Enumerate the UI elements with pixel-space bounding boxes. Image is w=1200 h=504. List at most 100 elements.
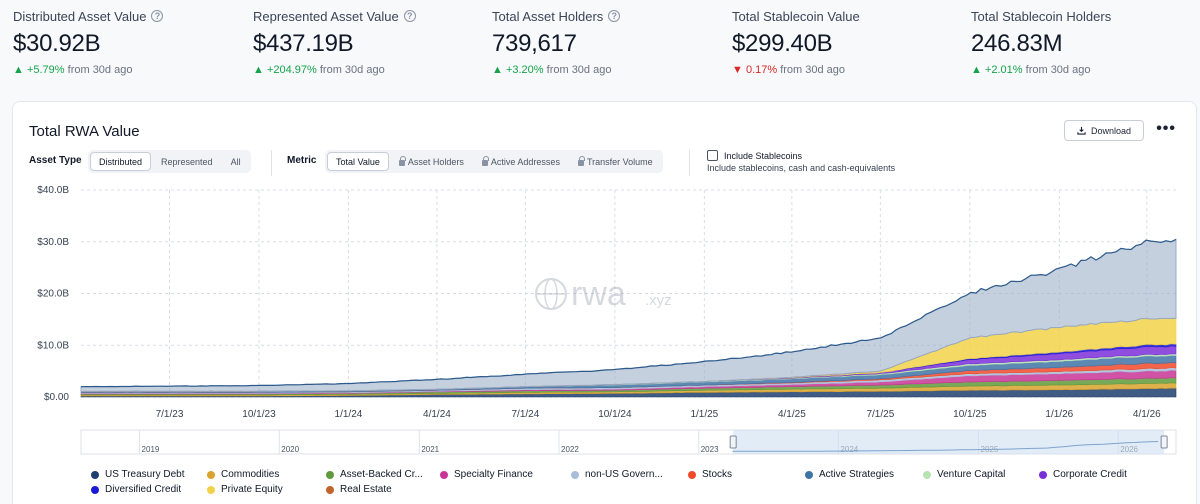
metric-option-label: Active Addresses — [490, 156, 560, 167]
kpi-delta-value: +204.97% — [266, 64, 317, 76]
download-label: Download — [1090, 125, 1132, 136]
asset-type-option[interactable]: All — [223, 152, 249, 171]
navigator-handle[interactable] — [1160, 435, 1168, 449]
x-tick-label: 1/1/26 — [1045, 409, 1073, 420]
navigator-line — [732, 441, 1159, 452]
legend-swatch — [91, 470, 99, 479]
stablecoins-label: Include Stablecoins — [724, 150, 803, 161]
x-tick-label: 7/1/23 — [156, 409, 184, 420]
legend-swatch — [207, 470, 215, 479]
legend-label: US Treasury Debt — [105, 469, 185, 480]
info-icon[interactable]: ? — [151, 10, 164, 22]
kpi-delta: ▲ +5.79% from 30d ago — [13, 64, 243, 78]
legend-item[interactable]: Commodities — [207, 469, 279, 480]
navigator-year-label: 2020 — [281, 445, 299, 454]
kpi-card: Distributed Asset Value? $30.92B ▲ +5.79% … — [13, 8, 243, 78]
kpi-delta-suffix: from 30d ago — [316, 64, 385, 76]
x-tick-label: 4/1/26 — [1133, 409, 1161, 420]
kpi-delta-value: +5.79% — [26, 64, 65, 76]
legend-label: Venture Capital — [937, 469, 1006, 480]
legend-label: Corporate Credit — [1053, 469, 1127, 480]
metric-toggle: Total Value Asset Holders Active Addresses… — [325, 150, 663, 173]
kpi-value: 739,617 — [492, 30, 577, 57]
kpi-delta-suffix: from 30d ago — [64, 64, 133, 76]
y-tick-label: $30.0B — [37, 237, 69, 248]
download-button[interactable]: Download — [1064, 120, 1144, 141]
asset-type-option[interactable]: Represented — [153, 152, 221, 171]
legend-item[interactable]: Asset-Backed Cr... — [326, 469, 423, 480]
legend-item[interactable]: Venture Capital — [923, 469, 1005, 480]
kpi-delta: ▼ 0.17% from 30d ago — [732, 64, 962, 78]
stablecoins-checkbox[interactable] — [707, 150, 718, 161]
metric-option[interactable]: Active Addresses — [474, 152, 568, 171]
legend-item[interactable]: US Treasury Debt — [91, 469, 184, 480]
legend-label: Diversified Credit — [105, 484, 182, 495]
stablecoins-description: Include stablecoins, cash and cash-equiv… — [707, 163, 896, 173]
kpi-value: $30.92B — [13, 30, 101, 57]
lock-icon — [398, 155, 406, 166]
navigator-year-label: 2019 — [142, 445, 160, 454]
x-tick-label: 1/1/24 — [335, 409, 363, 420]
legend-item[interactable]: Real Estate — [326, 484, 392, 495]
legend-swatch — [923, 470, 931, 479]
legend-item[interactable]: Specialty Finance — [440, 469, 533, 480]
legend-label: Commodities — [221, 469, 280, 480]
legend-swatch — [207, 485, 215, 494]
kpi-delta-value: +3.20% — [505, 64, 544, 76]
legend-label: non-US Govern... — [585, 469, 663, 480]
area-series-group — [80, 238, 1177, 398]
kpi-delta: ▲ +3.20% from 30d ago — [492, 64, 722, 78]
y-tick-label: $20.0B — [37, 289, 69, 300]
asset-type-option[interactable]: Distributed — [90, 152, 152, 171]
arrow-up-icon: ▲ — [13, 64, 27, 76]
kpi-label: Total Stablecoin Holders — [971, 8, 1200, 24]
kpi-label-text: Total Stablecoin Value — [732, 8, 860, 24]
rwa-chart-card: Total RWA Value Download ••• Asset Type … — [12, 101, 1197, 504]
kpi-value: $299.40B — [732, 30, 833, 57]
legend-item[interactable]: Active Strategies — [805, 469, 894, 480]
info-icon[interactable]: ? — [608, 10, 621, 22]
kpi-delta-value: +2.01% — [984, 64, 1023, 76]
legend-item[interactable]: non-US Govern... — [571, 469, 663, 480]
legend-item[interactable]: Stocks — [688, 469, 732, 480]
navigator-handle[interactable] — [729, 435, 737, 449]
more-options-icon[interactable]: ••• — [1156, 120, 1176, 137]
legend-item[interactable]: Private Equity — [207, 484, 283, 495]
include-stablecoins: Include Stablecoins Include stablecoins,… — [707, 150, 895, 173]
y-tick-label: $40.0B — [37, 185, 69, 196]
navigator-year-label: 2022 — [561, 445, 579, 454]
kpi-label: Total Stablecoin Value — [732, 8, 962, 24]
x-tick-label: 4/1/25 — [778, 409, 806, 420]
area-chart[interactable]: $0.00 $10.0B $20.0B $30.0B $40.0B 7/1/23 10/1/… — [13, 182, 1198, 467]
metric-option-label: Transfer Volume — [586, 156, 653, 167]
x-tick-label: 10/1/24 — [598, 409, 632, 420]
legend-swatch — [326, 470, 334, 479]
legend-label: Asset-Backed Cr... — [340, 469, 423, 480]
x-tick-label: 4/1/24 — [423, 409, 451, 420]
watermark-text: rwa — [571, 275, 626, 313]
legend-item[interactable]: Diversified Credit — [91, 484, 181, 495]
kpi-label-text: Total Stablecoin Holders — [971, 8, 1112, 24]
kpi-card: Total Stablecoin Value $299.40B ▼ 0.17% fr… — [732, 8, 962, 78]
kpi-card: Represented Asset Value? $437.19B ▲ +204.9… — [253, 8, 483, 78]
kpi-delta-suffix: from 30d ago — [543, 64, 612, 76]
kpi-row: Distributed Asset Value? $30.92B ▲ +5.79% … — [0, 0, 1200, 90]
rwa-watermark: rwa .xyz — [535, 275, 672, 313]
legend-item[interactable]: Corporate Credit — [1039, 469, 1127, 480]
kpi-value: $437.19B — [253, 30, 354, 57]
metric-option[interactable]: Transfer Volume — [570, 152, 661, 171]
metric-option[interactable]: Asset Holders — [391, 152, 472, 171]
legend-label: Stocks — [702, 469, 733, 480]
asset-type-label: Asset Type — [29, 155, 82, 166]
kpi-label: Total Asset Holders? — [492, 8, 722, 24]
y-tick-label: $0.00 — [44, 392, 69, 403]
kpi-card: Total Asset Holders? 739,617 ▲ +3.20% from… — [492, 8, 722, 78]
navigator-year-label: 2021 — [421, 445, 439, 454]
kpi-label: Distributed Asset Value? — [13, 8, 243, 24]
total-line — [80, 238, 1177, 388]
metric-option[interactable]: Total Value — [327, 152, 389, 171]
kpi-label-text: Total Asset Holders — [492, 8, 604, 24]
info-icon[interactable]: ? — [403, 10, 416, 22]
kpi-delta-value: 0.17% — [745, 64, 778, 76]
metric-option-label: Total Value — [336, 156, 380, 167]
